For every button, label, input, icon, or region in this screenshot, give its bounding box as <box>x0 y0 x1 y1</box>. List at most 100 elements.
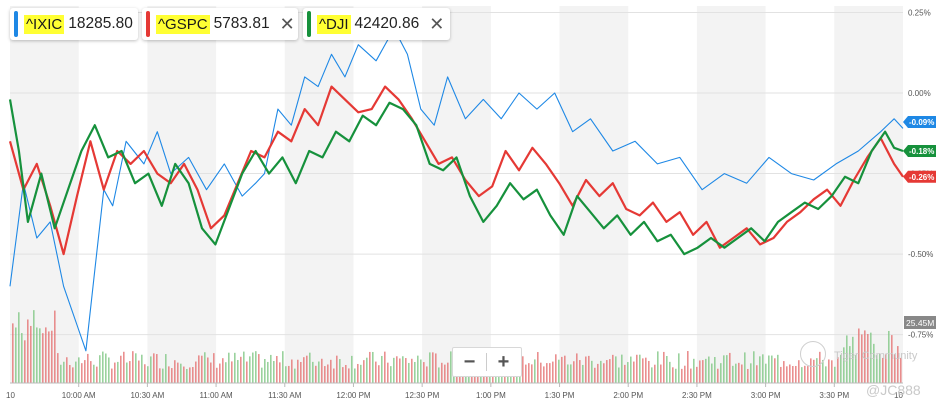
volume-bar <box>333 368 335 383</box>
volume-bar <box>588 355 590 383</box>
volume-bar <box>624 364 626 383</box>
volume-bar <box>234 352 236 383</box>
volume-bar <box>84 360 86 383</box>
volume-bar <box>171 368 173 383</box>
volume-bar <box>672 367 674 383</box>
volume-bar <box>639 354 641 383</box>
volume-bar <box>597 363 599 383</box>
volume-bar <box>741 364 743 383</box>
volume-bar <box>711 363 713 383</box>
volume-bar <box>687 351 689 383</box>
ticker-color-stripe <box>14 11 18 37</box>
volume-bar <box>891 335 893 383</box>
volume-bar <box>276 356 278 383</box>
x-tick-label: 10 <box>894 391 903 400</box>
volume-bar <box>570 364 572 383</box>
volume-bar <box>615 356 617 383</box>
volume-bar <box>732 365 734 383</box>
volume-bar <box>30 325 32 383</box>
volume-bar <box>795 365 797 383</box>
volume-bar <box>93 364 95 383</box>
volume-bar <box>630 356 632 383</box>
volume-bar <box>858 328 860 383</box>
volume-bar <box>525 364 527 383</box>
volume-bar <box>291 359 293 383</box>
volume-bar <box>546 363 548 383</box>
x-tick-label: 1:30 PM <box>545 391 575 400</box>
volume-bar <box>303 357 305 383</box>
series-line-gspc <box>8 85 904 256</box>
ticker-color-stripe <box>307 11 311 37</box>
volume-bar <box>408 362 410 383</box>
volume-bar <box>246 361 248 383</box>
grid-band <box>284 6 354 383</box>
volume-bar <box>162 368 164 383</box>
volume-bar <box>369 351 371 383</box>
volume-bar <box>774 358 776 383</box>
volume-bar <box>531 364 533 383</box>
volume-bar <box>825 366 827 383</box>
volume-bar <box>447 362 449 383</box>
volume-bar <box>801 367 803 383</box>
volume-bar <box>117 361 119 383</box>
volume-bar <box>882 357 884 383</box>
volume-bar <box>120 355 122 383</box>
volume-bar <box>63 361 65 383</box>
volume-bar <box>288 365 290 383</box>
close-icon[interactable]: ✕ <box>279 14 295 34</box>
x-tick-label: 1:00 PM <box>476 391 506 400</box>
volume-bar <box>270 354 272 383</box>
volume-bar <box>894 354 896 383</box>
x-tick-label: 11:00 AM <box>199 391 233 400</box>
volume-bar <box>69 364 71 383</box>
volume-bar <box>600 360 602 383</box>
zoom-in-button[interactable]: + <box>497 351 510 373</box>
volume-bar <box>834 366 836 383</box>
volume-bar <box>312 361 314 383</box>
close-icon[interactable]: ✕ <box>429 14 445 34</box>
x-tick-label: 10:30 AM <box>130 391 164 400</box>
volume-bar <box>897 346 899 383</box>
volume-bar <box>168 366 170 383</box>
volume-bar <box>657 351 659 383</box>
volume-bar <box>81 363 83 383</box>
volume-bar <box>39 328 41 383</box>
ticker-symbol: ^IXIC <box>24 14 65 34</box>
volume-bar <box>534 359 536 383</box>
volume-bar <box>675 368 677 383</box>
y-tick-label: -0.50% <box>908 250 933 259</box>
volume-bar <box>855 355 857 383</box>
volume-bar <box>414 361 416 383</box>
volume-bar <box>627 362 629 383</box>
volume-bar <box>723 355 725 383</box>
volume-bar <box>567 364 569 383</box>
volume-bar <box>612 354 614 383</box>
zoom-out-button[interactable]: − <box>463 351 476 373</box>
grid-band <box>559 6 629 383</box>
series-line-dji <box>8 99 904 256</box>
volume-bar <box>363 360 365 383</box>
volume-bar <box>636 354 638 383</box>
volume-bar <box>18 312 20 383</box>
volume-bar <box>633 361 635 383</box>
volume-bar <box>402 356 404 383</box>
last-value-tag <box>903 170 936 183</box>
volume-bar <box>528 363 530 383</box>
volume-bar <box>777 354 779 383</box>
ticker-chip-ixic[interactable]: ^IXIC 18285.80 <box>10 8 138 40</box>
volume-bar <box>603 363 605 383</box>
ticker-chip-dji[interactable]: ^DJI 42420.86 ✕ <box>303 8 450 40</box>
volume-bar <box>27 319 29 383</box>
volume-bar <box>228 352 230 383</box>
volume-bar <box>306 355 308 383</box>
volume-bar <box>822 359 824 383</box>
ticker-value: 18285.80 <box>68 15 133 32</box>
volume-bar <box>522 356 524 383</box>
volume-bar <box>873 343 875 383</box>
volume-bar <box>192 367 194 383</box>
ticker-chip-gspc[interactable]: ^GSPC 5783.81 ✕ <box>142 8 298 40</box>
volume-bar <box>591 360 593 383</box>
volume-bar <box>264 359 266 383</box>
volume-bar <box>174 360 176 383</box>
volume-bar <box>339 359 341 383</box>
